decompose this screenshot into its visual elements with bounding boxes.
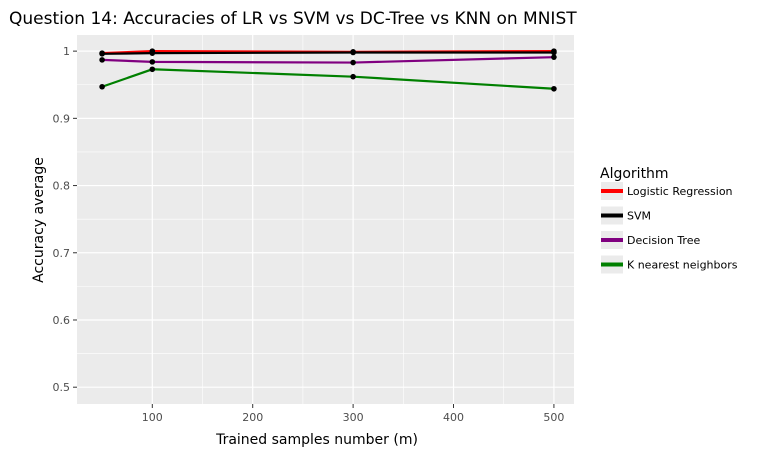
y-tick-label: 0.7	[53, 247, 71, 260]
data-point	[551, 85, 557, 92]
series-line	[101, 68, 554, 90]
series-line	[102, 51, 554, 55]
plot-panel	[77, 35, 574, 404]
series-svm	[99, 49, 557, 57]
x-tick-label: 500	[543, 411, 564, 424]
legend-label: K nearest neighbors	[627, 259, 738, 272]
y-tick-label: 0.5	[53, 381, 71, 394]
data-point	[149, 66, 156, 73]
y-tick-label: 0.8	[53, 180, 71, 193]
y-axis-label: Accuracy average	[31, 157, 47, 283]
x-tick-label: 200	[242, 411, 263, 424]
data-point	[350, 59, 356, 66]
legend-item: SVM	[601, 206, 651, 225]
x-tick-label: 400	[443, 411, 464, 424]
legend-item: K nearest neighbors	[601, 255, 738, 274]
data-point	[99, 83, 105, 90]
legend: Algorithm Logistic Regression SVM Decision…	[600, 166, 738, 274]
legend-item: Logistic Regression	[601, 182, 733, 200]
data-point	[551, 49, 557, 56]
data-point	[149, 50, 156, 56]
x-tick-label: 100	[142, 411, 163, 424]
series-lines	[99, 48, 557, 92]
series-line	[102, 56, 554, 64]
series-decision-tree	[99, 54, 557, 66]
data-point	[149, 59, 156, 65]
series-k-nearest-neighbors	[99, 66, 557, 92]
data-point	[99, 51, 105, 57]
data-point	[99, 57, 105, 63]
y-tick-label: 0.9	[53, 112, 71, 125]
y-tick-label: 0.6	[53, 314, 71, 327]
legend-title: Algorithm	[600, 166, 669, 182]
x-axis-label: Trained samples number (m)	[215, 432, 418, 448]
data-point	[350, 73, 356, 80]
chart-title: Question 14: Accuracies of LR vs SVM vs …	[9, 9, 577, 29]
data-point	[551, 54, 557, 60]
legend-item: Decision Tree	[601, 231, 700, 249]
legend-label: Logistic Regression	[627, 185, 733, 198]
x-tick-label: 300	[343, 411, 364, 424]
panel-background	[77, 35, 574, 404]
legend-label: SVM	[627, 210, 651, 223]
y-tick-label: 1	[63, 45, 70, 58]
data-point	[350, 49, 356, 56]
legend-label: Decision Tree	[627, 234, 700, 247]
axes: 100 200 300 400 500 0.5 0.6 0.7 0.8 0.9 1	[53, 45, 565, 424]
